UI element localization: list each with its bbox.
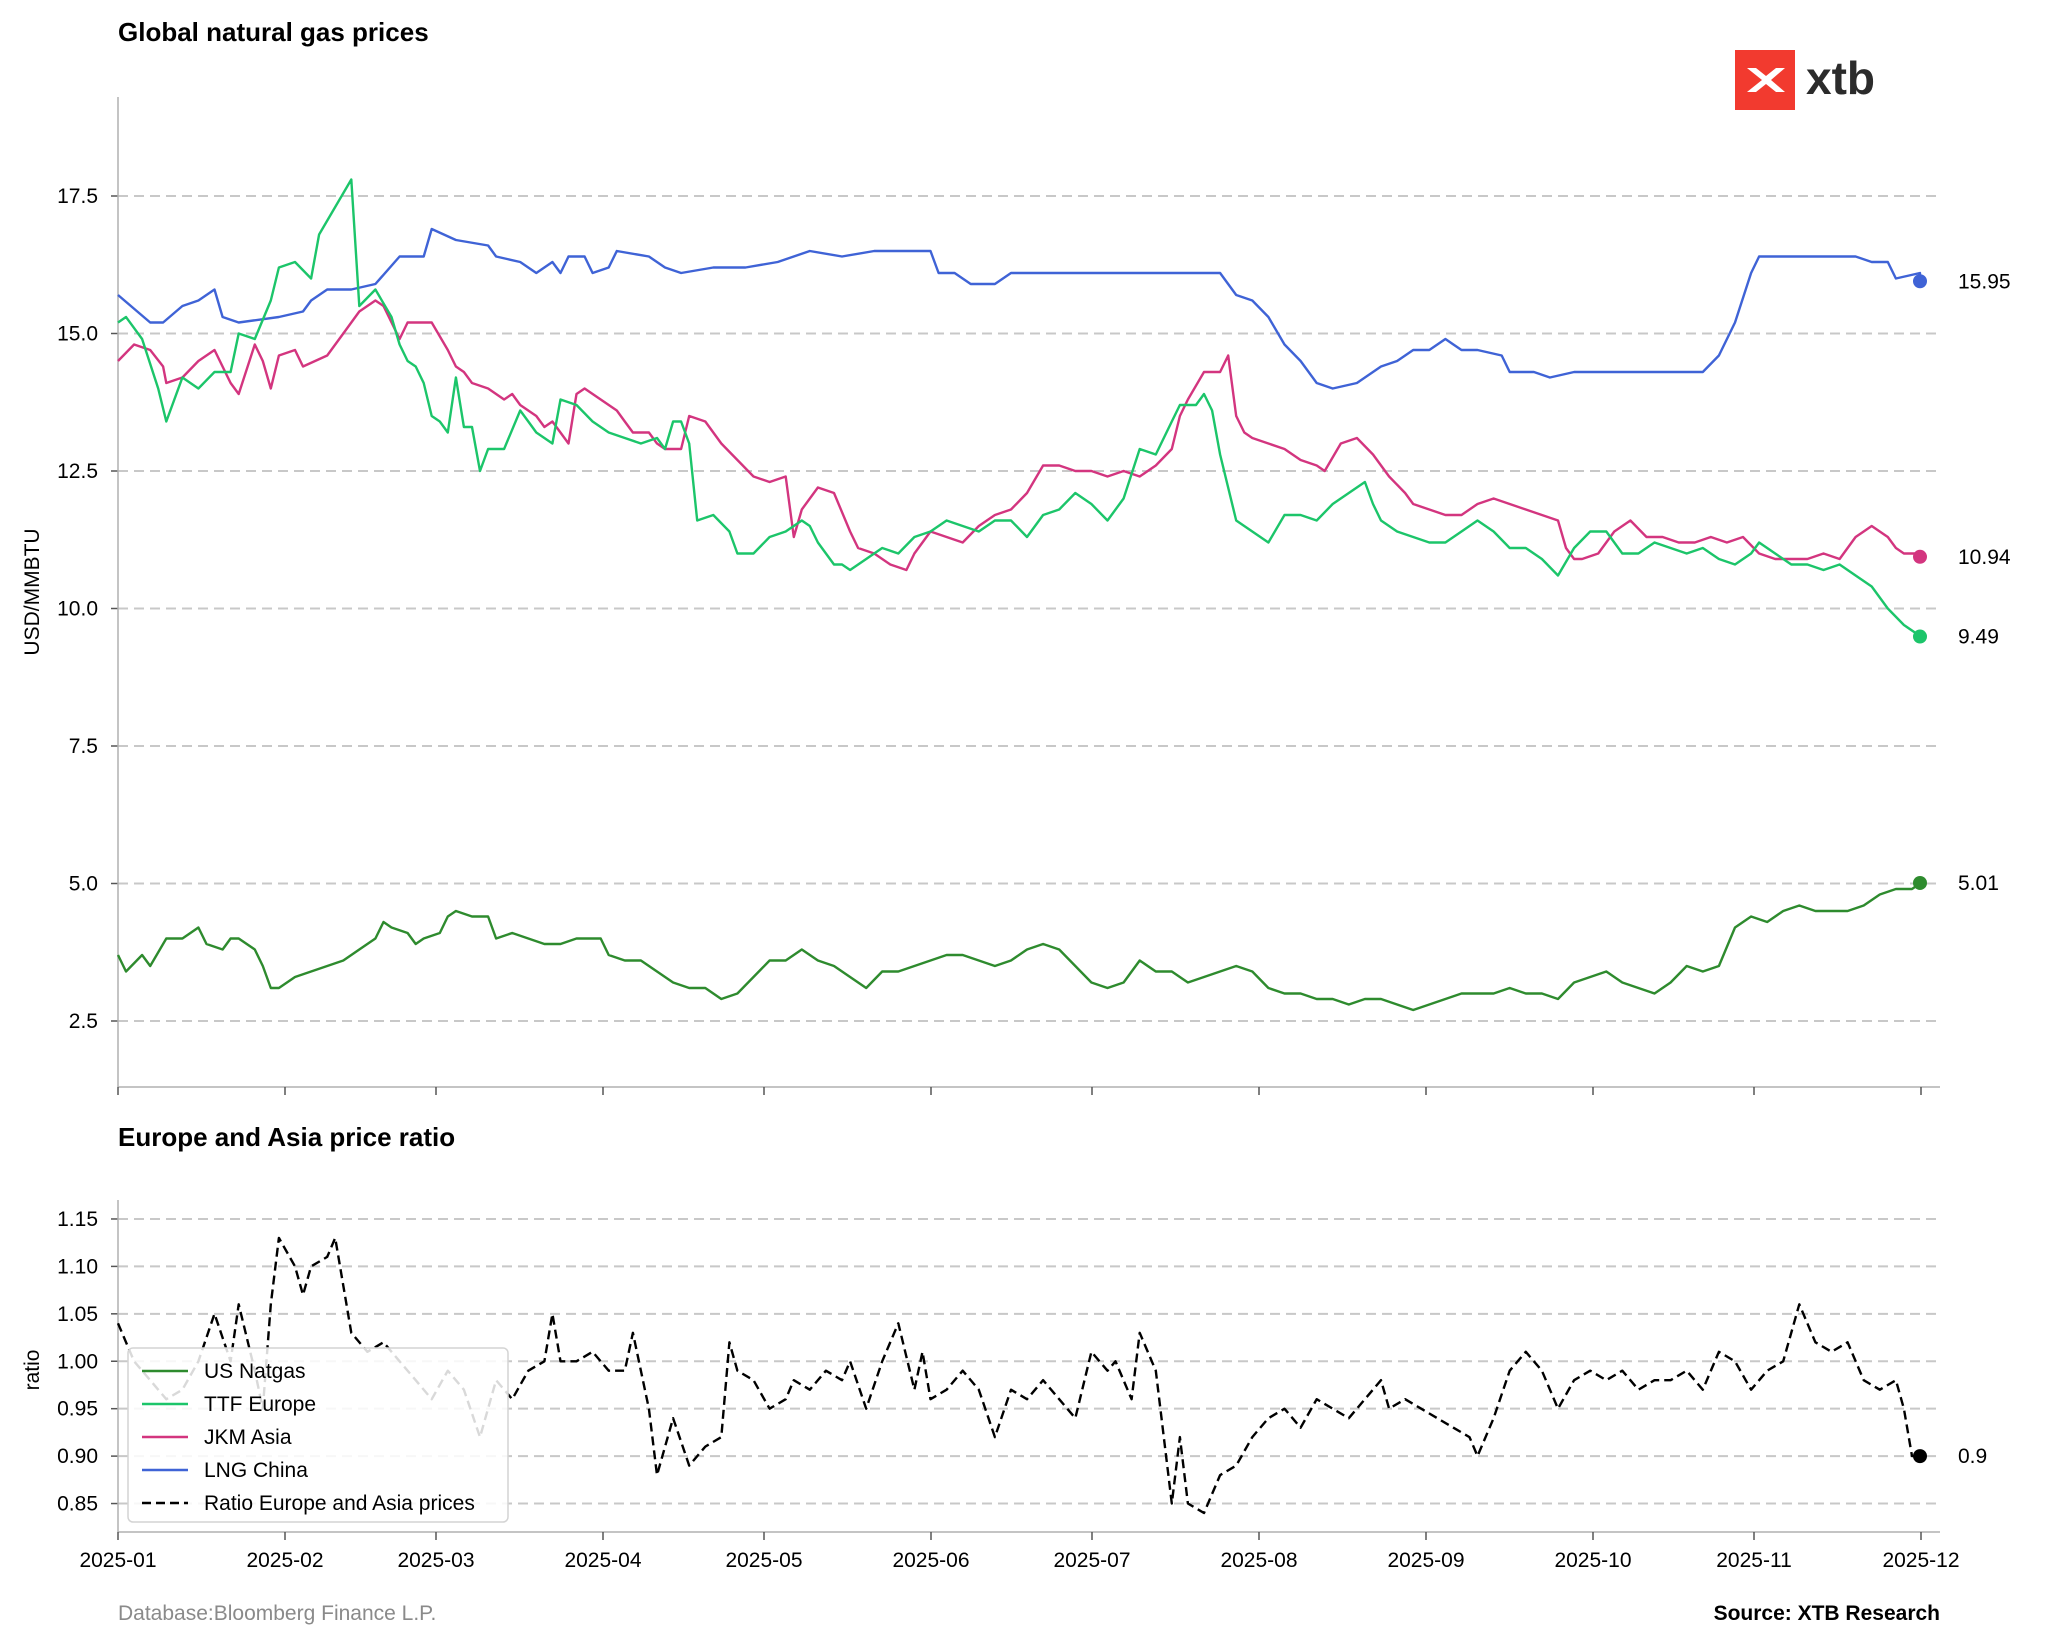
end-marker-ttf-europe xyxy=(1913,629,1927,644)
chart-title-prices: Global natural gas prices xyxy=(118,17,429,47)
series-line-ttf-europe xyxy=(117,178,1922,638)
y-tick-label: 1.10 xyxy=(57,1255,98,1278)
bottom-end-labels: 0.9 xyxy=(1913,1445,1987,1468)
y-tick-label: 17.5 xyxy=(57,185,98,208)
end-marker-jkm-asia xyxy=(1913,549,1927,564)
top-x-ticks xyxy=(117,1087,1922,1095)
y-tick-label: 1.00 xyxy=(57,1350,98,1373)
xtb-logo-x-glyph xyxy=(1747,68,1785,92)
series-line-us-natgas xyxy=(116,882,1922,1012)
legend-box xyxy=(127,1347,509,1523)
legend-label-ratio-europe-and-asia-prices: Ratio Europe and Asia prices xyxy=(204,1492,475,1515)
legend-label-us-natgas: US Natgas xyxy=(204,1360,306,1383)
legend: US Natgas TTF Europe JKM Asia LNG China Rati… xyxy=(127,1347,509,1523)
series-line-lng-china xyxy=(117,227,1922,390)
bottom-y-label: ratio xyxy=(21,1350,44,1391)
end-label-lng-china: 15.95 xyxy=(1958,270,2011,293)
y-tick-label: 2.5 xyxy=(69,1010,98,1033)
y-tick-label: 0.90 xyxy=(57,1445,98,1468)
end-label-ratio-europe-and-asia-prices: 0.9 xyxy=(1958,1445,1987,1468)
top-series xyxy=(116,178,1922,1012)
top-y-ticks: 2.5 5.0 7.5 10.0 12.5 15.0 17.5 xyxy=(57,185,118,1033)
x-tick-label: 2025-03 xyxy=(397,1549,474,1572)
x-tick-label: 2025-11 xyxy=(1716,1549,1792,1572)
y-tick-label: 5.0 xyxy=(69,873,98,896)
legend-label-lng-china: LNG China xyxy=(204,1459,308,1482)
x-tick-label: 2025-08 xyxy=(1220,1549,1297,1572)
x-tick-label: 2025-09 xyxy=(1387,1549,1464,1572)
y-tick-label: 1.15 xyxy=(57,1208,98,1231)
xtb-logo: xtb xyxy=(1735,50,1875,110)
bottom-y-ticks: 0.85 0.90 0.95 1.00 1.05 1.10 1.15 xyxy=(57,1208,118,1516)
y-tick-label: 12.5 xyxy=(57,460,98,483)
y-tick-label: 15.0 xyxy=(57,323,98,346)
x-tick-label: 2025-10 xyxy=(1554,1549,1631,1572)
chart-title-ratio: Europe and Asia price ratio xyxy=(118,1122,455,1152)
end-label-us-natgas: 5.01 xyxy=(1958,872,1999,895)
y-tick-label: 0.95 xyxy=(57,1398,98,1421)
y-tick-label: 0.85 xyxy=(57,1493,98,1516)
legend-label-jkm-asia: JKM Asia xyxy=(204,1426,292,1449)
bottom-x-ticks: 2025-01 2025-02 2025-03 2025-04 2025-05 2025-… xyxy=(79,1532,1960,1572)
x-tick-label: 2025-02 xyxy=(246,1549,323,1572)
x-tick-label: 2025-12 xyxy=(1882,1549,1959,1572)
end-marker-us-natgas xyxy=(1913,875,1927,890)
end-marker-ratio-europe-and-asia-prices xyxy=(1913,1449,1927,1464)
footer-database: Database:Bloomberg Finance L.P. xyxy=(118,1602,436,1625)
xtb-logo-text: xtb xyxy=(1806,52,1875,104)
end-label-ttf-europe: 9.49 xyxy=(1958,626,1999,649)
x-tick-label: 2025-04 xyxy=(564,1549,641,1572)
end-marker-lng-china xyxy=(1913,274,1927,289)
top-end-labels: 15.95 10.94 9.49 5.01 xyxy=(1913,270,2011,895)
top-y-label: USD/MMBTU xyxy=(21,528,44,655)
x-tick-label: 2025-07 xyxy=(1053,1549,1130,1572)
y-tick-label: 10.0 xyxy=(57,598,98,621)
legend-label-ttf-europe: TTF Europe xyxy=(204,1393,316,1416)
footer-source: Source: XTB Research xyxy=(1714,1602,1940,1625)
y-tick-label: 1.05 xyxy=(57,1303,98,1326)
end-label-jkm-asia: 10.94 xyxy=(1958,546,2011,569)
y-tick-label: 7.5 xyxy=(69,735,98,758)
x-tick-label: 2025-01 xyxy=(79,1549,156,1572)
x-tick-label: 2025-05 xyxy=(725,1549,802,1572)
series-line-jkm-asia xyxy=(117,299,1922,572)
x-tick-label: 2025-06 xyxy=(892,1549,969,1572)
